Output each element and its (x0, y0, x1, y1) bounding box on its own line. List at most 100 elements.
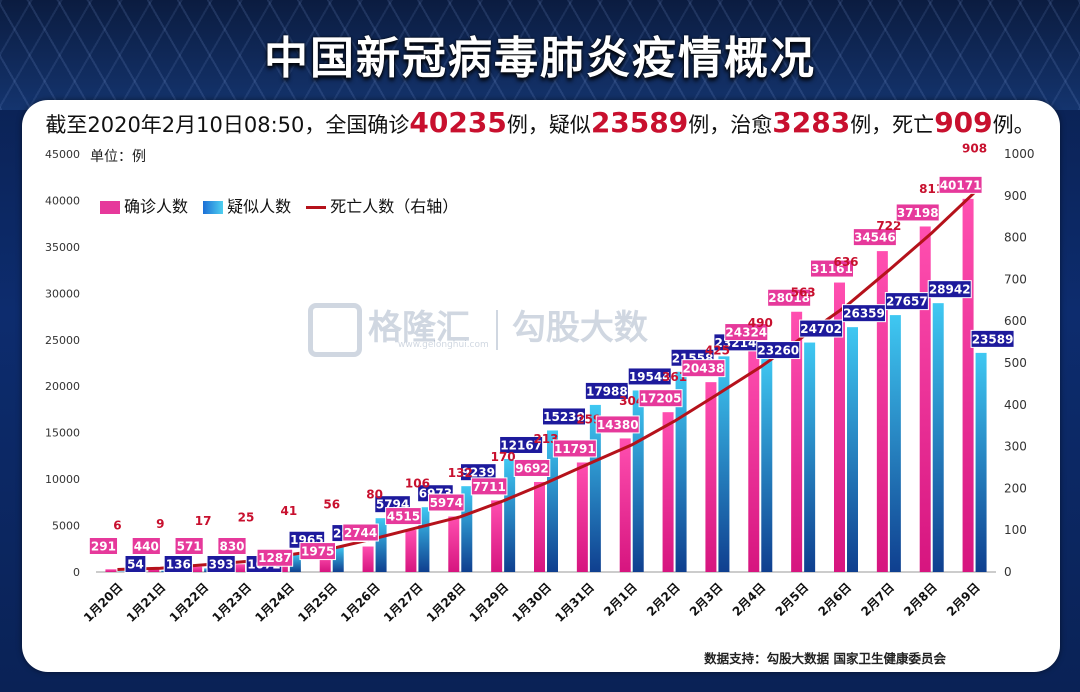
label-deaths: 132 (448, 466, 473, 480)
y-right-tick-label: 300 (1004, 440, 1027, 454)
bar-confirmed (619, 438, 631, 572)
y-left-tick-label: 45000 (45, 148, 80, 161)
label-suspected: 393 (209, 558, 234, 572)
label-suspected-bg (542, 407, 586, 426)
y-left-tick-label: 0 (73, 566, 80, 579)
label-confirmed: 4515 (387, 510, 420, 524)
bar-confirmed (148, 567, 160, 572)
label-suspected: 23589 (972, 332, 1014, 346)
legend-confirmed: 确诊人数 (100, 193, 188, 217)
y-left-tick-label: 35000 (45, 241, 80, 254)
label-confirmed-bg (767, 288, 812, 307)
x-tick-label: 1月22日 (167, 580, 212, 625)
label-confirmed-bg (217, 537, 247, 555)
label-confirmed-bg (131, 537, 161, 555)
label-deaths: 722 (876, 219, 901, 233)
y-right-tick-label: 400 (1004, 398, 1027, 412)
label-suspected-bg (970, 329, 1015, 348)
y-left-tick-label: 5000 (52, 520, 80, 533)
bar-confirmed (362, 546, 374, 572)
unit-label: 单位：例 (90, 149, 146, 165)
legend: 确诊人数 疑似人数 死亡人数（右轴） (100, 193, 468, 217)
label-deaths: 80 (366, 488, 383, 502)
bar-suspected (375, 518, 387, 572)
bar-confirmed (705, 382, 717, 572)
label-deaths: 6 (113, 518, 121, 532)
x-tick-label: 2月5日 (773, 580, 812, 619)
label-confirmed-bg (174, 537, 204, 555)
label-confirmed-bg (638, 389, 683, 408)
cured-total: 3283 (772, 106, 851, 139)
label-suspected-bg (927, 280, 972, 299)
label-confirmed: 7711 (472, 480, 505, 494)
y-left-tick-label: 25000 (45, 334, 80, 347)
label-suspected: 24702 (800, 322, 842, 336)
label-deaths: 25 (238, 511, 255, 525)
y-left-tick-label: 10000 (45, 473, 80, 486)
bar-suspected (118, 571, 130, 572)
x-tick-label: 2月4日 (730, 580, 769, 619)
legend-suspected: 疑似人数 (203, 193, 291, 217)
bar-confirmed (534, 481, 545, 572)
summary-prefix: 截至2020年2月10日08:50，全国确诊 (45, 113, 410, 137)
label-confirmed: 1287 (258, 551, 291, 565)
legend-confirmed-label: 确诊人数 (124, 197, 189, 216)
bar-confirmed (448, 516, 460, 572)
watermark: 格隆汇 勾股大数 www.gelonghui.com (308, 300, 648, 357)
label-deaths: 213 (533, 432, 558, 446)
y-left-tick-label: 15000 (45, 427, 80, 440)
bar-suspected (847, 327, 858, 572)
bar-suspected (461, 486, 473, 572)
y-right-tick-label: 0 (1004, 565, 1012, 579)
label-suspected-bg (799, 319, 844, 338)
x-tick-label: 1月31日 (552, 580, 597, 625)
bar-confirmed (405, 530, 417, 572)
x-tick-label: 2月6日 (815, 580, 854, 619)
label-suspected: 9239 (462, 466, 495, 480)
y-right-tick-label: 800 (1004, 231, 1027, 245)
label-confirmed: 24324 (725, 326, 767, 340)
bar-suspected (975, 352, 987, 572)
label-confirmed-bg (427, 493, 465, 512)
page-title: 中国新冠病毒肺炎疫情概况 (264, 33, 816, 84)
label-confirmed-bg (681, 359, 726, 378)
x-tick-label: 2月8日 (901, 580, 940, 619)
label-confirmed-bg (852, 228, 897, 247)
label-confirmed-bg (724, 323, 769, 342)
label-suspected-bg (124, 555, 147, 573)
label-suspected: 27657 (886, 295, 928, 309)
y-right-tick-label: 500 (1004, 356, 1027, 370)
label-deaths: 425 (705, 343, 730, 357)
label-suspected-bg (756, 341, 801, 360)
bar-suspected (504, 458, 516, 572)
label-confirmed: 28018 (768, 291, 810, 305)
x-tick-label: 1月25日 (295, 580, 340, 625)
label-deaths: 490 (748, 316, 773, 330)
summary-text-1: 例，疑似 (506, 113, 591, 137)
label-deaths: 9 (156, 517, 164, 531)
label-deaths: 908 (962, 141, 987, 155)
label-confirmed-bg (256, 548, 294, 567)
label-suspected: 54 (127, 558, 144, 572)
y-right-tick-label: 600 (1004, 314, 1027, 328)
legend-deaths: 死亡人数（右轴） (306, 193, 458, 217)
bar-confirmed (662, 412, 674, 572)
label-confirmed: 440 (134, 540, 159, 554)
legend-suspected-label: 疑似人数 (227, 197, 292, 216)
label-deaths: 106 (405, 477, 430, 491)
x-tick-label: 2月2日 (644, 580, 683, 619)
x-tick-label: 1月30日 (510, 580, 555, 625)
legend-deaths-label: 死亡人数（右轴） (330, 197, 459, 216)
label-confirmed-bg (595, 415, 640, 434)
label-confirmed: 37198 (897, 206, 939, 220)
label-suspected: 19544 (629, 370, 671, 384)
label-confirmed: 5974 (430, 496, 463, 510)
label-suspected: 28942 (929, 283, 971, 297)
suspected-total: 23589 (590, 106, 689, 139)
data-source: 数据支持：勾股大数据 国家卫生健康委员会 (704, 651, 946, 666)
y-left-tick-label: 40000 (45, 194, 80, 207)
label-deaths: 259 (576, 413, 601, 427)
y-right-tick-label: 700 (1004, 272, 1027, 286)
label-confirmed: 31161 (811, 262, 853, 276)
x-tick-label: 1月26日 (338, 580, 383, 625)
